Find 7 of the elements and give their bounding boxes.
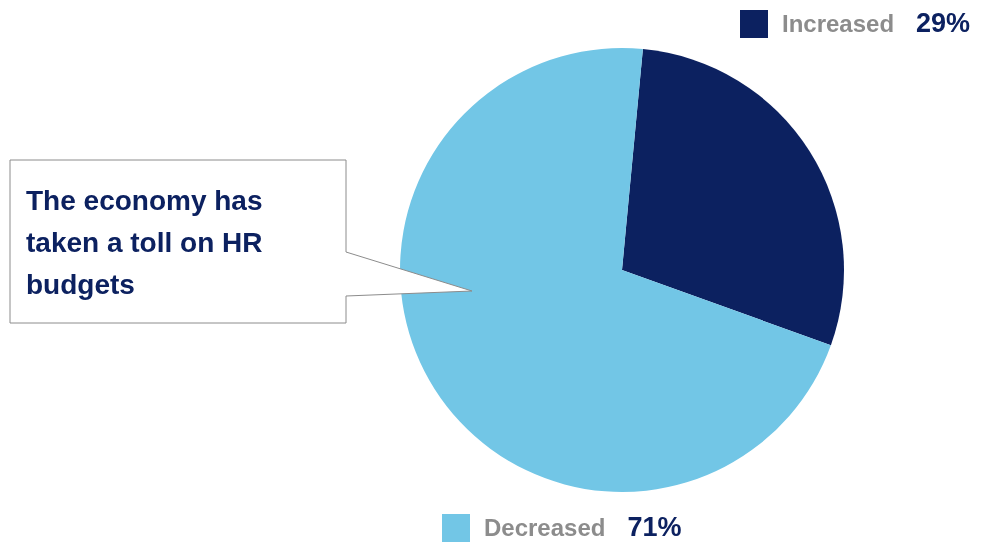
text: The economy has taken a toll on HR budgets [26, 184, 264, 302]
pie-slice [622, 48, 844, 346]
pie-slice [400, 48, 831, 492]
legend-label: Decreased [484, 513, 606, 542]
data-label: 71% [627, 512, 682, 543]
legend-label: Increased [782, 9, 895, 38]
data-label: 29% [916, 8, 971, 39]
